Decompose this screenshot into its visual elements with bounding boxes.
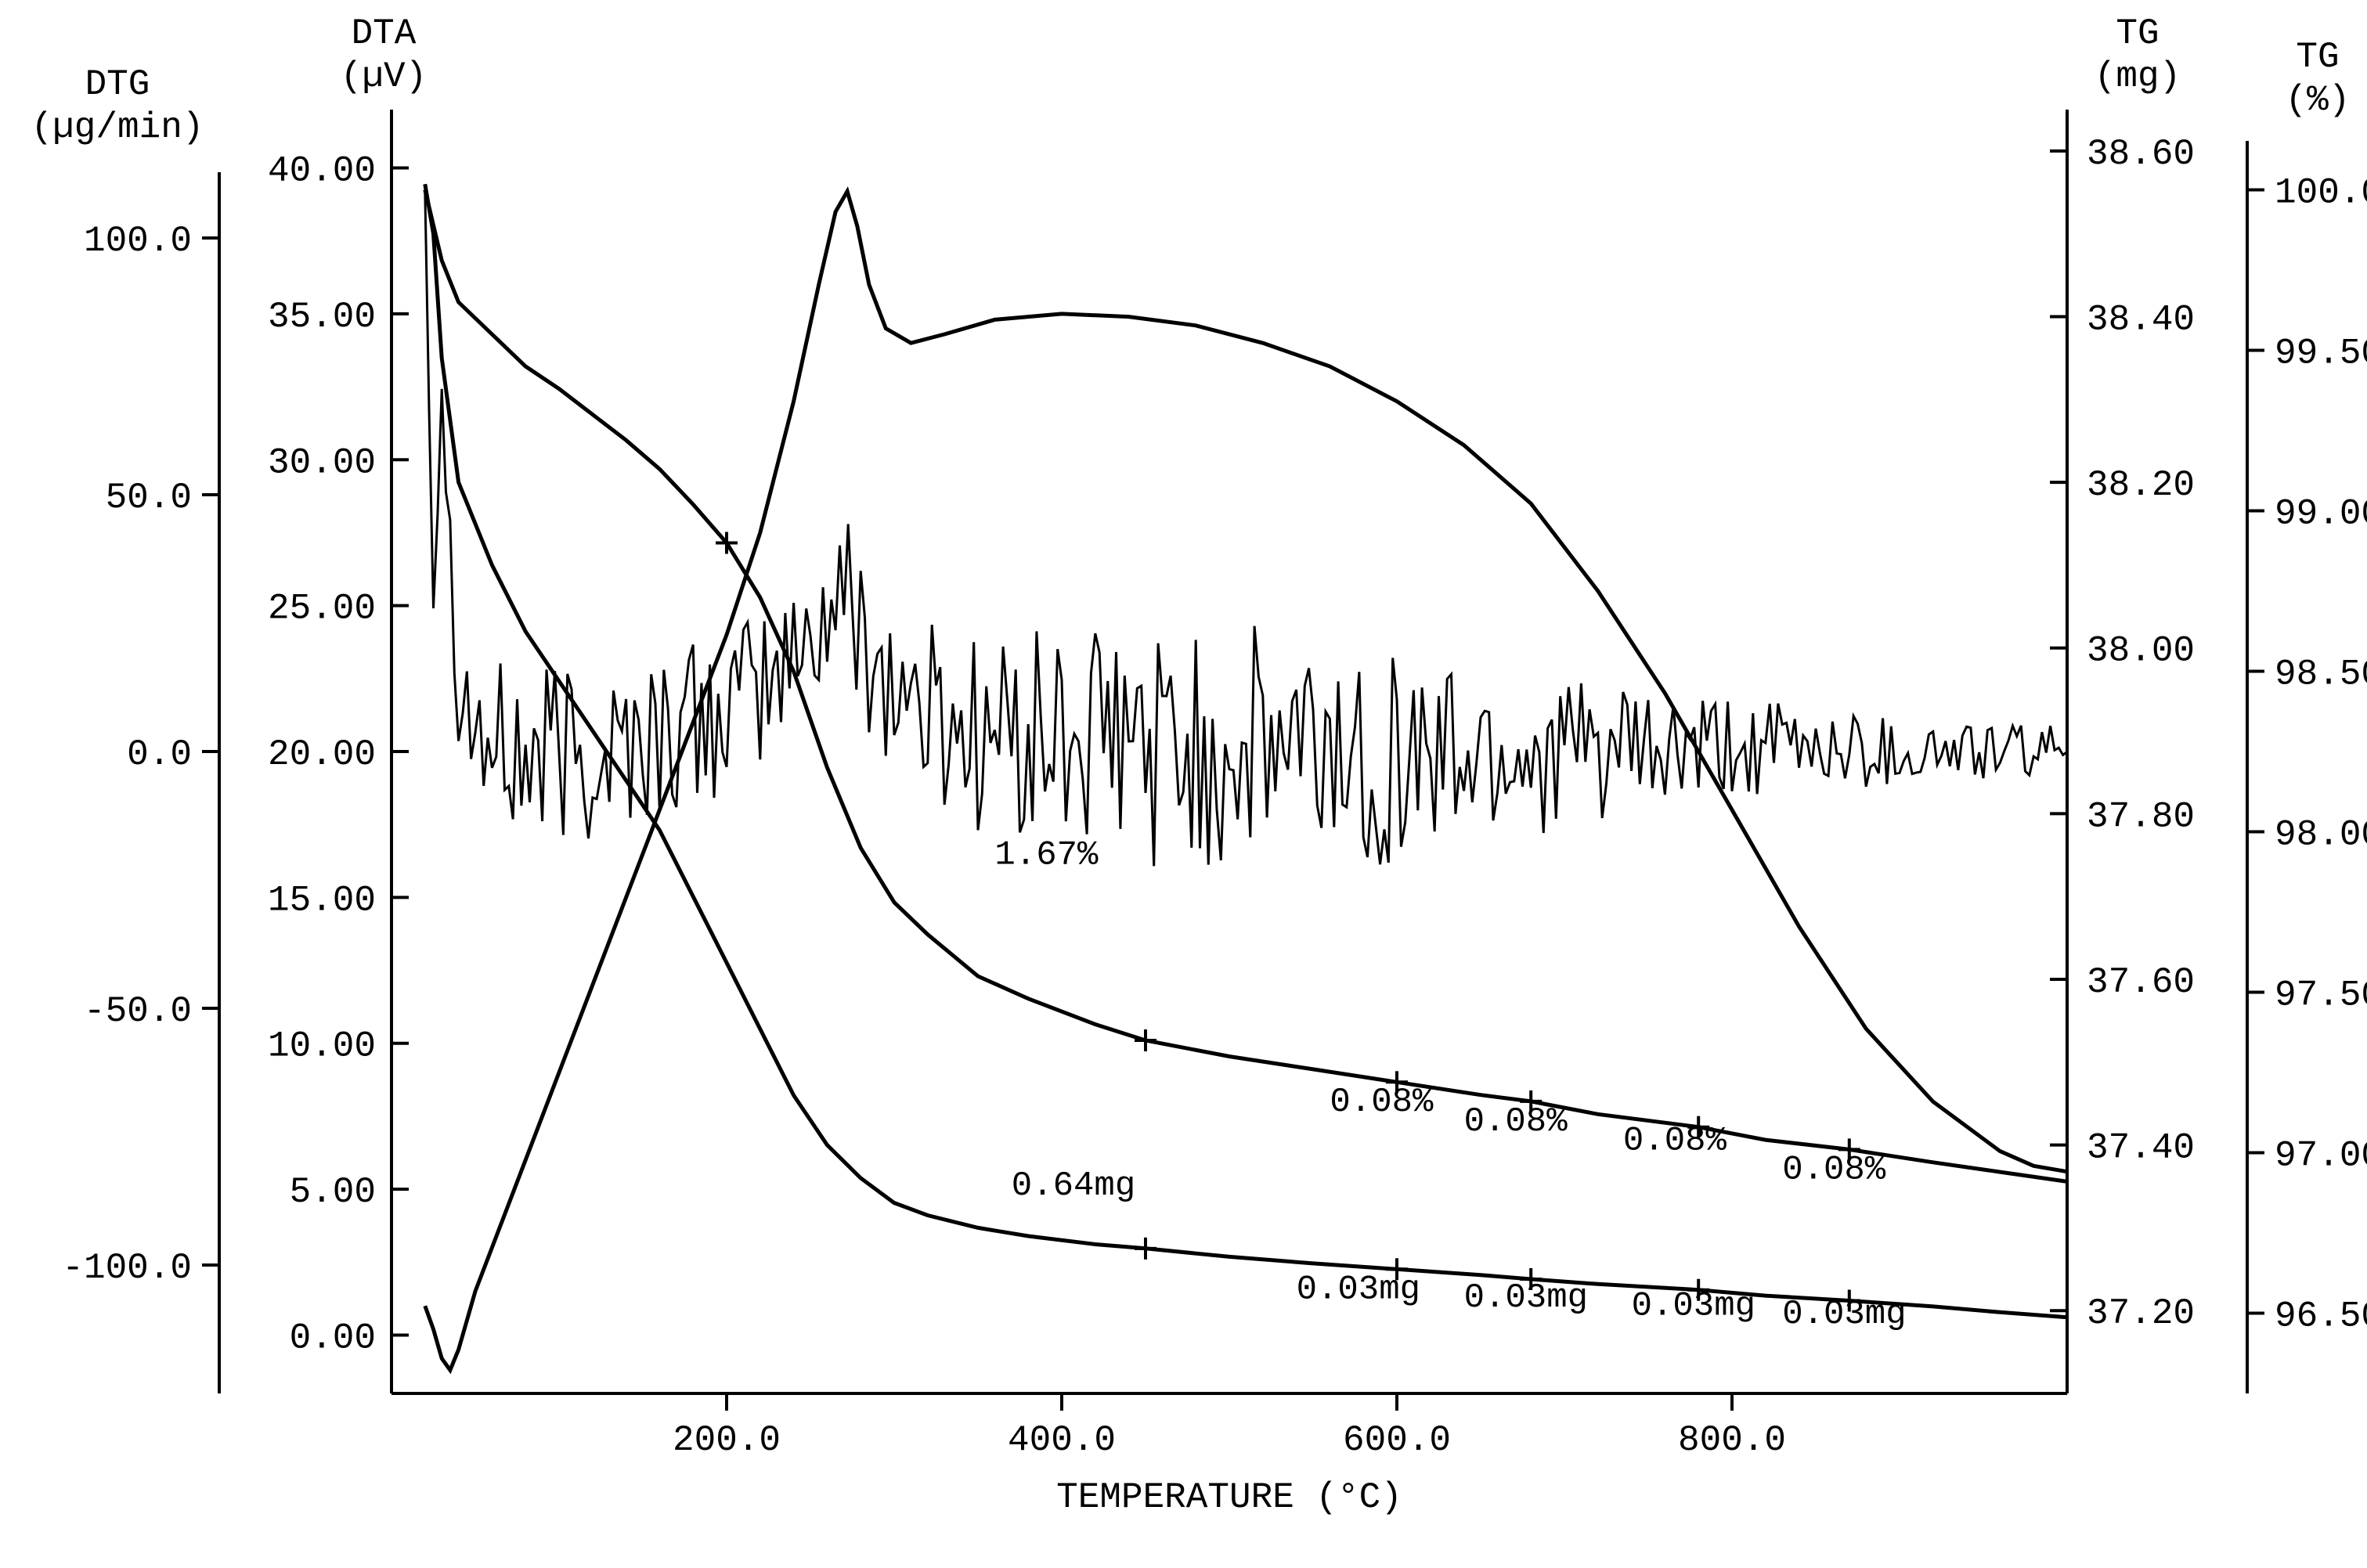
- tgmg-tick-label: 37.80: [2087, 796, 2195, 837]
- dtg-tick-label: -50.0: [84, 991, 192, 1032]
- dta-tick-label: 5.00: [290, 1172, 376, 1213]
- tgpct-tick-label: 100.00: [2275, 173, 2367, 214]
- x-tick-label: 600.0: [1343, 1420, 1451, 1461]
- tgmg-tick-label: 38.40: [2087, 300, 2195, 341]
- dta-tick-label: 35.00: [268, 297, 376, 337]
- tgmg-tick-label: 38.60: [2087, 134, 2195, 175]
- tg-pct-annotation: 1.67%: [994, 836, 1099, 875]
- tgpct-tick-label: 98.00: [2275, 815, 2367, 856]
- tgpct-tick-label: 98.50: [2275, 654, 2367, 695]
- dta-tick-label: 10.00: [268, 1026, 376, 1067]
- dta-tick-label: 0.00: [290, 1317, 376, 1358]
- dtg-tick-label: 0.0: [127, 734, 192, 775]
- tg-mg-annotation: 0.64mg: [1012, 1166, 1135, 1206]
- dta-curve: [425, 191, 2067, 1370]
- tgpct-axis-label-2: (%): [2286, 80, 2351, 121]
- tgpct-axis-label-1: TG: [2296, 37, 2339, 77]
- tg-mg-annotation: 0.03mg: [1632, 1286, 1755, 1325]
- tgpct-tick-label: 99.50: [2275, 333, 2367, 374]
- x-tick-label: 800.0: [1678, 1420, 1786, 1461]
- thermal-analysis-chart: 200.0 400.0 600.0 800.0 TEMPERATURE (°C) -100…: [0, 0, 2367, 1568]
- tg-mg-annotation: 0.03mg: [1464, 1278, 1588, 1317]
- dtg-tick-label: 50.0: [106, 478, 192, 518]
- tgmg-tick-label: 37.20: [2087, 1293, 2195, 1334]
- dtg-axis-label-2: (µg/min): [31, 107, 204, 148]
- dtg-tick-label: 100.0: [84, 221, 192, 261]
- tgmg-tick-label: 38.20: [2087, 465, 2195, 506]
- dta-tick-label: 25.00: [268, 589, 376, 629]
- dta-axis-label-1: DTA: [352, 13, 417, 54]
- x-axis-label: TEMPERATURE (°C): [1056, 1477, 1402, 1518]
- chart-svg: 200.0 400.0 600.0 800.0 TEMPERATURE (°C) -100…: [0, 0, 2367, 1568]
- dta-tick-label: 20.00: [268, 734, 376, 775]
- tg-pct-annotation: 0.08%: [1623, 1121, 1727, 1160]
- dtg-tick-label: -100.0: [62, 1248, 192, 1289]
- tgpct-tick-label: 96.50: [2275, 1296, 2367, 1337]
- tg-mg-annotation: 0.03mg: [1782, 1295, 1906, 1334]
- dtg-axis-label-1: DTG: [85, 64, 150, 105]
- dta-tick-label: 15.00: [268, 880, 376, 921]
- dta-tick-label: 40.00: [268, 151, 376, 192]
- tg-pct-annotation: 0.08%: [1330, 1083, 1434, 1122]
- tgmg-axis-label-2: (mg): [2095, 56, 2181, 97]
- tgmg-tick-label: 37.40: [2087, 1128, 2195, 1169]
- tgmg-tick-label: 38.00: [2087, 631, 2195, 672]
- tgpct-tick-label: 99.00: [2275, 494, 2367, 535]
- dtg-curve: [425, 191, 2067, 866]
- tgpct-tick-label: 97.00: [2275, 1136, 2367, 1177]
- tgmg-tick-label: 37.60: [2087, 962, 2195, 1003]
- x-tick-label: 400.0: [1008, 1420, 1116, 1461]
- dta-tick-label: 30.00: [268, 442, 376, 483]
- tgpct-tick-label: 97.50: [2275, 975, 2367, 1016]
- tg-mg-annotation: 0.03mg: [1297, 1270, 1420, 1309]
- tg-pct-annotation: 0.08%: [1782, 1150, 1886, 1189]
- dta-axis-label-2: (µV): [341, 56, 427, 97]
- tg-pct-annotation: 0.08%: [1464, 1102, 1568, 1141]
- x-tick-label: 200.0: [673, 1420, 781, 1461]
- tgmg-axis-label-1: TG: [2116, 13, 2159, 54]
